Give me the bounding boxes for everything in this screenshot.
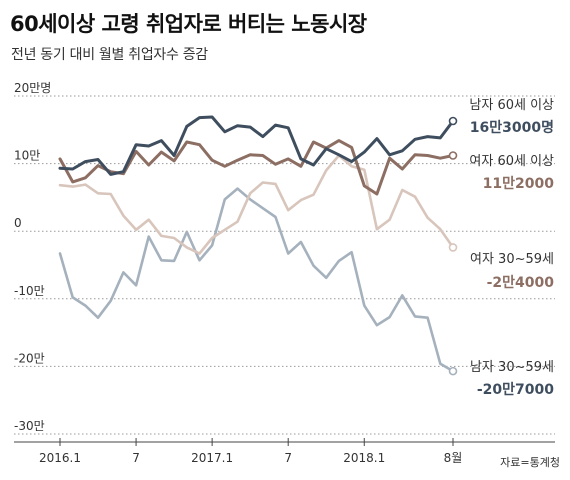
y-tick-label: 10만	[14, 149, 40, 163]
chart-subtitle: 전년 동기 대비 월별 취업자수 증감	[11, 47, 208, 63]
y-tick-label: -20만	[14, 351, 45, 365]
series-line	[58, 115, 455, 176]
x-tick-label: 2018.1	[343, 451, 385, 465]
series-name-label: 남자 30~59세	[470, 360, 554, 375]
x-tick-label: 7	[132, 451, 140, 465]
x-tick-label: 7	[284, 451, 292, 465]
series-end-point	[448, 116, 458, 126]
series-name-label: 여자 60세 이상	[469, 154, 554, 169]
y-axis-ticks: 20만명 10만 0 -10만 -20만 -30만	[14, 81, 51, 433]
source-note: 자료=통계청	[500, 456, 560, 469]
series-end-point	[448, 366, 458, 376]
x-tick-label: 8월	[444, 451, 463, 465]
x-tick-label: 2016.1	[39, 451, 81, 465]
y-tick-label: -10만	[14, 284, 45, 298]
series-end-point	[448, 243, 458, 252]
x-tick-label: 2017.1	[191, 451, 233, 465]
chart-title: 60세이상 고령 취업자로 버티는 노동시장	[10, 12, 367, 36]
series-value-label: 16만3000명	[470, 119, 554, 136]
series-lines	[58, 115, 458, 376]
series-value-label: -2만4000	[487, 275, 555, 291]
y-tick-label: 20만명	[14, 81, 51, 95]
series-line	[58, 154, 455, 255]
series-end-point	[448, 151, 458, 160]
y-tick-label: -30만	[14, 419, 45, 433]
series-value-label: -20만7000	[477, 382, 554, 398]
series-name-label: 여자 30~59세	[470, 252, 554, 267]
series-value-label: 11만2000	[483, 176, 555, 192]
series-line	[58, 187, 455, 373]
series-line	[58, 139, 455, 196]
x-axis-ticks: 2016.1 7 2017.1 7 2018.1 8월	[14, 438, 555, 465]
series-name-label: 남자 60세 이상	[469, 98, 554, 113]
y-tick-label: 0	[14, 216, 22, 230]
